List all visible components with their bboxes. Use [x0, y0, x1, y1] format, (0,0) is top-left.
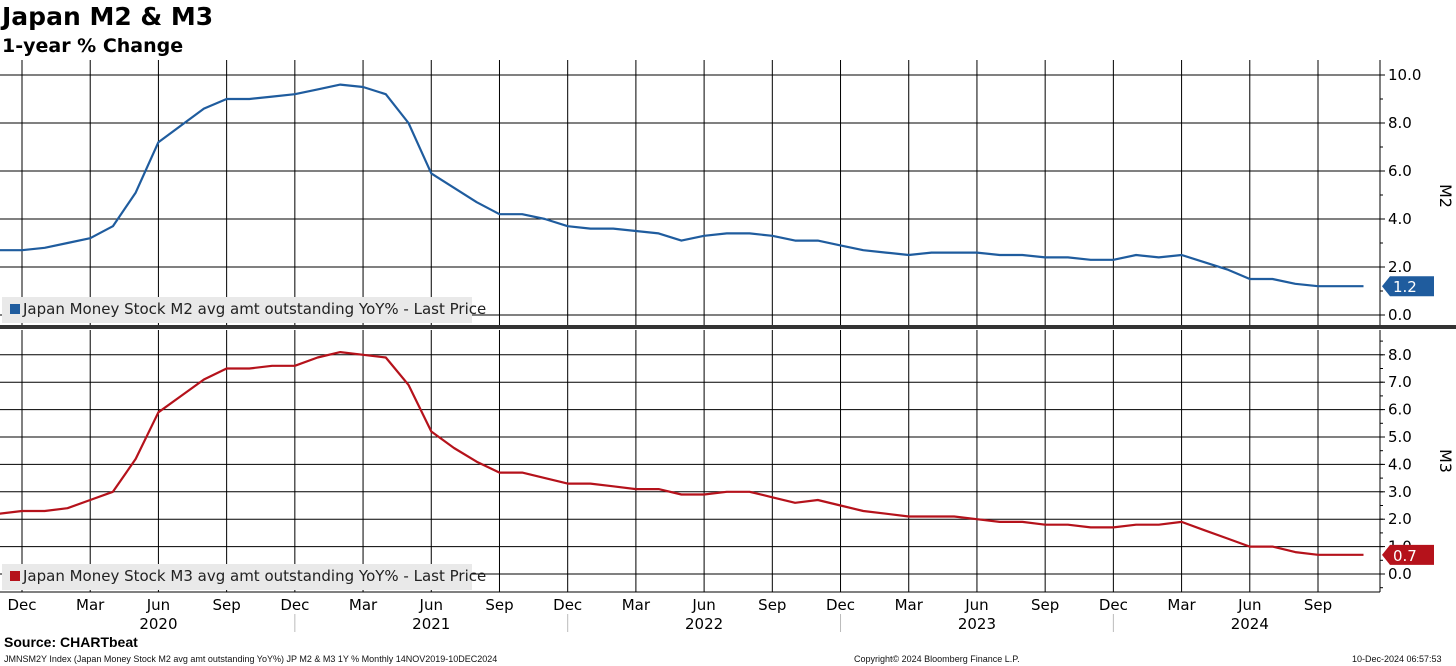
x-tick-label: Mar [895, 596, 924, 614]
x-tick-label: Sep [212, 596, 240, 614]
last-value-tag [1382, 276, 1434, 297]
x-tick-label: Jun [146, 596, 170, 614]
x-year-label: 2022 [685, 615, 723, 633]
y-tick-label: 2.0 [1388, 258, 1412, 276]
y-tick-label: 4.0 [1388, 455, 1412, 473]
ticker-info: JMNSM2Y Index (Japan Money Stock M2 avg … [4, 654, 498, 664]
m2-series-line [0, 83, 1364, 288]
x-year-label: 2021 [412, 615, 450, 633]
x-tick-label: Dec [1099, 596, 1128, 614]
x-year-label: 2020 [139, 615, 177, 633]
timestamp-text: 10-Dec-2024 06:57:53 [1352, 654, 1442, 664]
legend-label: Japan Money Stock M3 avg amt outstanding… [22, 567, 486, 585]
x-year-label: 2023 [958, 615, 996, 633]
x-tick-label: Dec [826, 596, 855, 614]
y-tick-label: 5.0 [1388, 428, 1412, 446]
x-tick-label: Mar [76, 596, 105, 614]
x-tick-label: Sep [758, 596, 786, 614]
y-axis-label: M2 [1436, 184, 1455, 208]
legend-label: Japan Money Stock M2 avg amt outstanding… [22, 300, 486, 318]
copyright-text: Copyright© 2024 Bloomberg Finance L.P. [854, 654, 1020, 664]
source-label: Source: CHARTbeat [4, 634, 138, 650]
x-tick-label: Mar [622, 596, 651, 614]
panel-divider [0, 325, 1456, 329]
legend-swatch [10, 571, 20, 581]
x-tick-label: Mar [349, 596, 378, 614]
y-tick-label: 10.0 [1388, 66, 1421, 84]
y-tick-label: 6.0 [1388, 162, 1412, 180]
x-tick-label: Jun [419, 596, 443, 614]
y-tick-label: 8.0 [1388, 346, 1412, 364]
legend-box [2, 297, 472, 323]
y-tick-label: 8.0 [1388, 114, 1412, 132]
y-tick-label: 7.0 [1388, 373, 1412, 391]
x-tick-label: Sep [1031, 596, 1059, 614]
x-tick-label: Sep [485, 596, 513, 614]
y-tick-label: 6.0 [1388, 401, 1412, 419]
x-tick-label: Mar [1167, 596, 1196, 614]
legend-swatch [10, 304, 20, 314]
x-tick-label: Dec [7, 596, 36, 614]
legend-box [2, 564, 472, 590]
x-tick-label: Jun [691, 596, 715, 614]
x-tick-label: Jun [964, 596, 988, 614]
x-year-label: 2024 [1231, 615, 1269, 633]
x-tick-label: Dec [280, 596, 309, 614]
last-value-tag [1382, 544, 1434, 565]
y-tick-label: 0.0 [1388, 565, 1412, 583]
y-tick-label: 4.0 [1388, 210, 1412, 228]
y-tick-label: 2.0 [1388, 510, 1412, 528]
x-tick-label: Sep [1304, 596, 1332, 614]
y-tick-label: 0.0 [1388, 306, 1412, 324]
chart-subtitle: 1-year % Change [2, 35, 184, 57]
y-axis-label: M3 [1436, 449, 1455, 473]
last-value-label: 1.2 [1393, 278, 1417, 296]
x-tick-label: Jun [1237, 596, 1261, 614]
chart-title: Japan M2 & M3 [2, 2, 214, 31]
x-tick-label: Dec [553, 596, 582, 614]
last-value-label: 0.7 [1393, 547, 1417, 565]
y-tick-label: 3.0 [1388, 483, 1412, 501]
